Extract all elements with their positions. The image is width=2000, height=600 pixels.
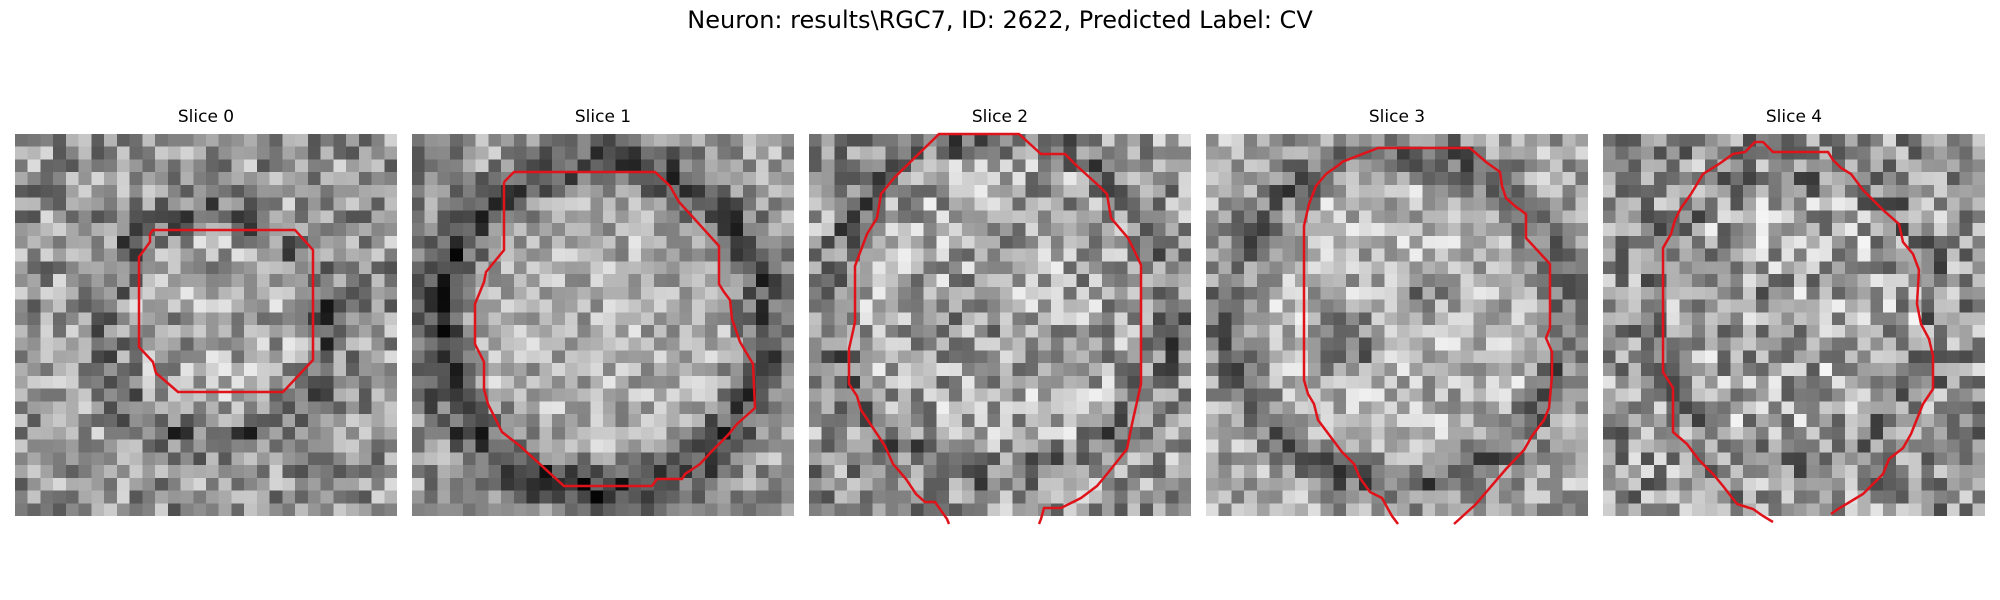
roi-contour xyxy=(847,132,1143,525)
roi-contour-line xyxy=(893,132,1143,525)
roi-contour-line xyxy=(1661,193,1774,524)
roi-contour xyxy=(137,228,315,394)
slice-panel-0: Slice 0 xyxy=(15,107,397,516)
slice-title: Slice 0 xyxy=(177,107,235,127)
slice-title: Slice 2 xyxy=(971,107,1029,127)
roi-contour-line xyxy=(1689,140,1935,516)
roi-contour-line xyxy=(473,170,757,488)
roi-contour xyxy=(1302,146,1554,525)
slice-panel-2: Slice 2 xyxy=(809,107,1191,525)
figure-title: Neuron: results\RGC7, ID: 2622, Predicte… xyxy=(687,6,1313,34)
roi-contour xyxy=(1661,140,1935,524)
slice-image xyxy=(809,134,1191,516)
slice-title: Slice 4 xyxy=(1765,107,1823,127)
roi-contour xyxy=(473,170,757,488)
roi-contour-line xyxy=(847,177,951,525)
slice-image xyxy=(15,134,397,516)
roi-contour-line xyxy=(1302,173,1399,525)
slice-panel-3: Slice 3 xyxy=(1206,107,1588,525)
slice-panel-1: Slice 1 xyxy=(412,107,794,516)
slice-panel-4: Slice 4 xyxy=(1603,107,1985,524)
slice-title: Slice 3 xyxy=(1368,107,1426,127)
slice-image xyxy=(1206,134,1588,516)
roi-contour-line xyxy=(137,228,315,394)
slice-title: Slice 1 xyxy=(574,107,632,127)
roi-contour-line xyxy=(1325,146,1554,525)
